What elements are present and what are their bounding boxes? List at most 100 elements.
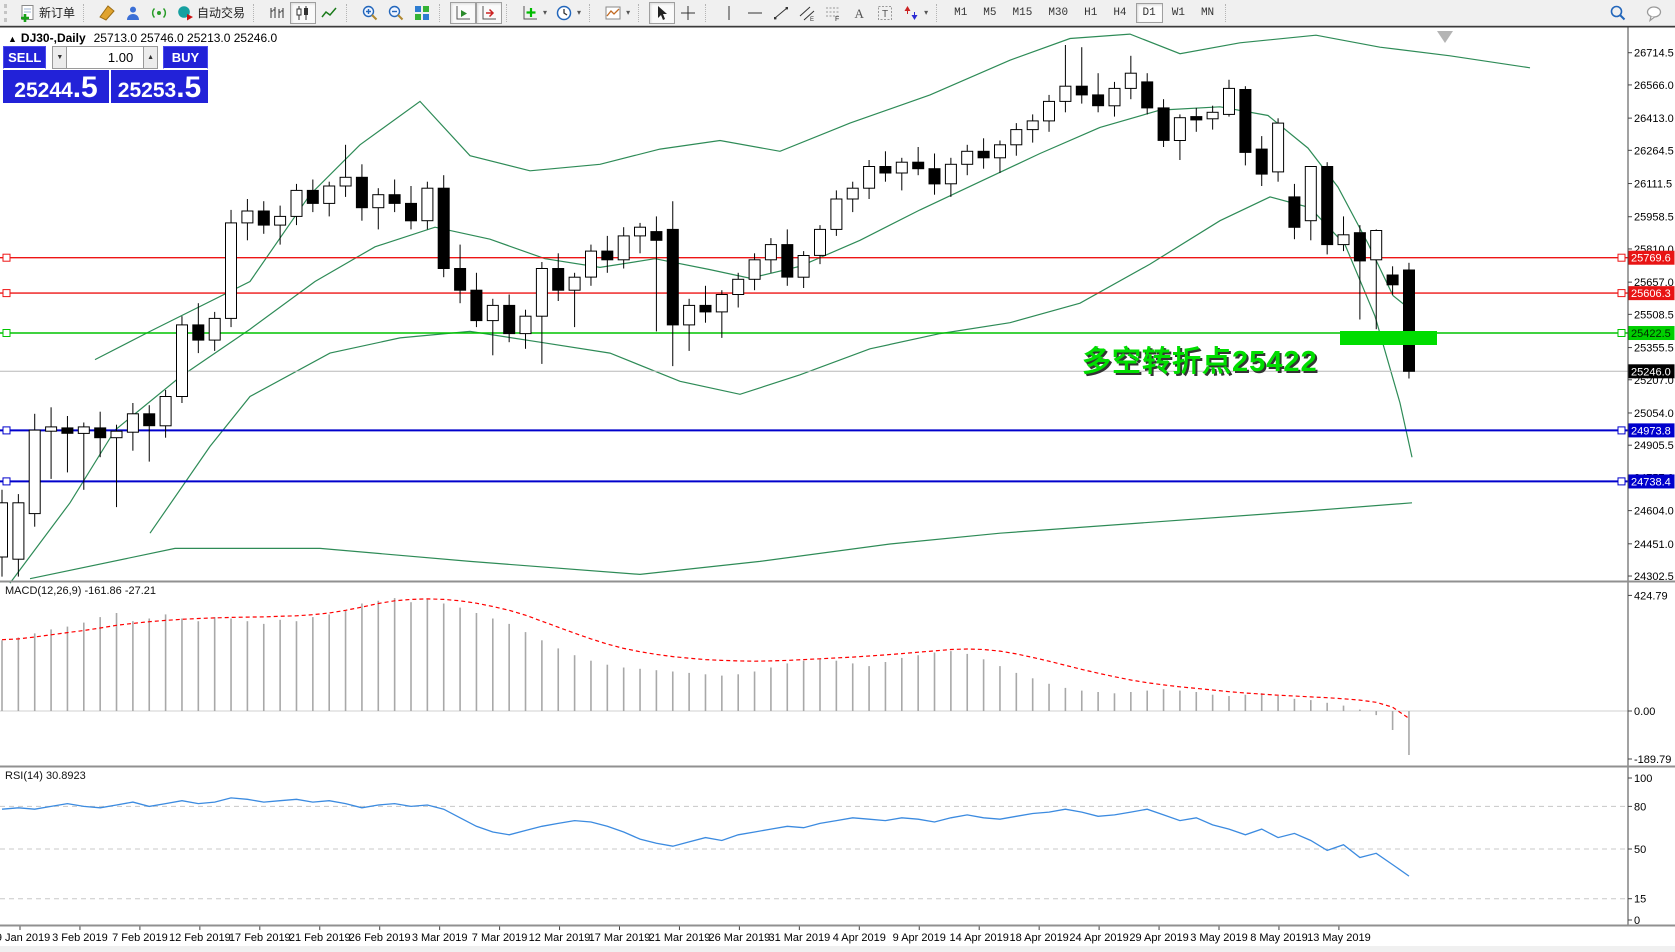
zoom-in-icon — [361, 4, 379, 22]
bollinger-bands — [9, 33, 1531, 584]
svg-text:50: 50 — [1634, 844, 1646, 856]
arrow-objects-button[interactable]: ▾ — [898, 2, 932, 24]
signal-button[interactable] — [146, 2, 172, 24]
svg-text:21 Feb 2019: 21 Feb 2019 — [289, 932, 351, 944]
text-button[interactable]: A — [846, 2, 872, 24]
volume-decrease-button[interactable]: ▼ — [52, 46, 68, 69]
fibonacci-button[interactable]: F — [820, 2, 846, 24]
search-icon — [1609, 4, 1627, 22]
svg-text:-189.79: -189.79 — [1634, 754, 1671, 766]
svg-text:0.00: 0.00 — [1634, 706, 1655, 718]
svg-text:24973.8: 24973.8 — [1631, 425, 1671, 437]
text-icon: A — [850, 4, 868, 22]
arrow-objects-icon — [902, 4, 920, 22]
volume-increase-button[interactable]: ▲ — [143, 46, 158, 69]
highlight-rectangle[interactable] — [1340, 331, 1437, 345]
highlighter-button[interactable] — [94, 2, 120, 24]
svg-text:29 Jan 2019: 29 Jan 2019 — [0, 932, 50, 944]
search-button[interactable] — [1605, 2, 1631, 24]
cursor-button[interactable] — [649, 1, 676, 24]
toolbar: 新订单 自动交易 — [0, 0, 1675, 26]
auto-trading-button[interactable]: 自动交易 — [172, 2, 249, 24]
chevron-down-icon: ▾ — [577, 8, 582, 17]
timeframe-button-m30[interactable]: M30 — [1041, 3, 1075, 23]
sell-price[interactable]: 25244 .5 — [3, 70, 109, 103]
channel-button[interactable]: E — [794, 2, 820, 24]
toolbar-separator — [936, 3, 944, 22]
volume-input[interactable] — [67, 46, 144, 69]
text-label-button[interactable]: T — [872, 2, 898, 24]
svg-text:26 Feb 2019: 26 Feb 2019 — [349, 932, 411, 944]
svg-text:25657.0: 25657.0 — [1634, 277, 1674, 289]
rsi-panel — [0, 797, 1628, 900]
svg-text:25246.0: 25246.0 — [1631, 366, 1671, 378]
zoom-out-button[interactable] — [383, 2, 409, 24]
chart-shift-button[interactable] — [476, 1, 503, 24]
crosshair-button[interactable] — [675, 2, 701, 24]
indicators-button[interactable]: ▾ — [517, 2, 551, 24]
symbol-period-label: DJ30-,Daily — [20, 31, 86, 45]
horizontal-line-button[interactable] — [742, 2, 768, 24]
timeframe-button-w1[interactable]: W1 — [1165, 3, 1192, 23]
chart-title: ▲ DJ30-,Daily 25713.0 25746.0 25213.0 2524… — [8, 31, 277, 45]
svg-text:18 Apr 2019: 18 Apr 2019 — [1009, 932, 1068, 944]
svg-text:24 Apr 2019: 24 Apr 2019 — [1069, 932, 1128, 944]
text-label-icon: T — [876, 4, 894, 22]
buy-button[interactable]: BUY — [162, 46, 208, 69]
vertical-line-button[interactable] — [716, 2, 742, 24]
svg-text:26566.0: 26566.0 — [1634, 80, 1674, 92]
sell-price-main: 25244 — [14, 79, 73, 102]
bar-chart-button[interactable] — [264, 2, 290, 24]
zoom-in-button[interactable] — [357, 2, 383, 24]
svg-text:7 Feb 2019: 7 Feb 2019 — [112, 932, 168, 944]
bar-chart-icon — [268, 4, 286, 22]
svg-text:12 Mar 2019: 12 Mar 2019 — [529, 932, 591, 944]
svg-text:8 May 2019: 8 May 2019 — [1250, 932, 1307, 944]
sell-button[interactable]: SELL — [3, 46, 47, 69]
svg-text:24604.0: 24604.0 — [1634, 506, 1674, 518]
toolbar-separator — [506, 3, 514, 22]
auto-trading-icon — [176, 4, 194, 22]
trendline-icon — [772, 4, 790, 22]
collapse-icon[interactable]: ▲ — [8, 34, 17, 44]
tile-windows-button[interactable] — [409, 2, 435, 24]
timeframe-button-d1[interactable]: D1 — [1135, 2, 1163, 23]
periods-button[interactable]: ▾ — [551, 2, 585, 24]
chat-button[interactable] — [1641, 2, 1667, 24]
candlestick-chart-icon — [294, 4, 312, 22]
svg-text:25054.0: 25054.0 — [1634, 408, 1674, 420]
toolbar-separator — [346, 3, 354, 22]
band-upper — [94, 33, 1531, 361]
price-axis: 26714.5 26566.0 26413.0 26264.5 26111.5 25958… — [1627, 27, 1675, 927]
new-order-button[interactable]: 新订单 — [14, 2, 79, 24]
templates-button[interactable]: ▾ — [600, 2, 634, 24]
svg-text:31 Mar 2019: 31 Mar 2019 — [768, 932, 830, 944]
svg-text:21 Mar 2019: 21 Mar 2019 — [649, 932, 711, 944]
timeframe-button-m5[interactable]: M5 — [976, 3, 1003, 23]
svg-text:26413.0: 26413.0 — [1634, 113, 1674, 125]
annotation-text[interactable]: 多空转折点25422 — [1082, 346, 1318, 378]
timeframe-button-mn[interactable]: MN — [1194, 3, 1221, 23]
community-button[interactable] — [120, 2, 146, 24]
buy-price[interactable]: 25253 .5 — [111, 70, 208, 103]
timeframe-button-h4[interactable]: H4 — [1106, 3, 1133, 23]
zoom-out-icon — [387, 4, 405, 22]
svg-text:3 Feb 2019: 3 Feb 2019 — [52, 932, 108, 944]
timeframe-button-m15[interactable]: M15 — [1006, 3, 1040, 23]
toolbar-separator — [589, 3, 597, 22]
svg-text:25958.5: 25958.5 — [1634, 212, 1674, 224]
candlestick-chart-button[interactable] — [290, 1, 317, 24]
timeframe-button-h1[interactable]: H1 — [1077, 3, 1104, 23]
new-order-label: 新订单 — [39, 6, 76, 20]
toolbar-grip — [4, 3, 11, 22]
svg-text:A: A — [855, 6, 865, 21]
trendline-button[interactable] — [768, 2, 794, 24]
line-chart-button[interactable] — [316, 2, 342, 24]
bottom-strip — [0, 946, 1675, 952]
panel-separators — [0, 25, 1675, 927]
auto-scroll-button[interactable] — [450, 1, 477, 24]
svg-text:100: 100 — [1634, 773, 1652, 785]
timeframe-button-m1[interactable]: M1 — [947, 3, 974, 23]
